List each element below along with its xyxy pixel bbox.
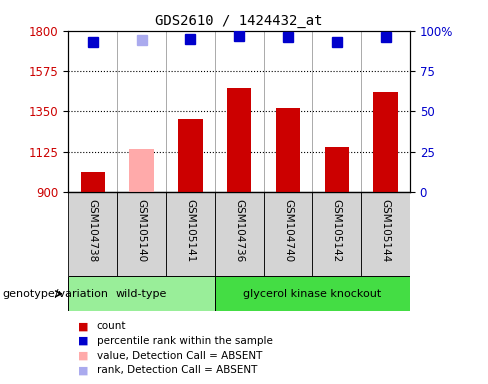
Text: ■: ■ [78, 321, 89, 331]
Text: GSM104736: GSM104736 [234, 199, 244, 262]
Text: glycerol kinase knockout: glycerol kinase knockout [243, 289, 382, 299]
Text: rank, Detection Call = ABSENT: rank, Detection Call = ABSENT [97, 365, 257, 375]
Bar [227, 88, 251, 192]
Text: percentile rank within the sample: percentile rank within the sample [97, 336, 272, 346]
Bar [361, 192, 410, 276]
Bar [215, 192, 264, 276]
Bar [325, 147, 349, 192]
Text: genotype/variation: genotype/variation [2, 289, 108, 299]
Text: count: count [97, 321, 126, 331]
Text: value, Detection Call = ABSENT: value, Detection Call = ABSENT [97, 351, 262, 361]
Text: GSM104740: GSM104740 [283, 199, 293, 262]
Bar [373, 92, 398, 192]
Text: wild-type: wild-type [116, 289, 167, 299]
Bar [312, 192, 361, 276]
Text: GSM105144: GSM105144 [381, 199, 390, 262]
Bar [178, 119, 203, 192]
Text: ■: ■ [78, 351, 89, 361]
Bar [264, 192, 312, 276]
Bar [117, 192, 166, 276]
Bar [68, 276, 215, 311]
Text: GSM105141: GSM105141 [185, 199, 195, 262]
Text: GSM104738: GSM104738 [88, 199, 98, 262]
Bar [215, 276, 410, 311]
Text: GSM105140: GSM105140 [137, 199, 146, 262]
Text: ■: ■ [78, 365, 89, 375]
Bar [129, 149, 154, 192]
Bar [81, 172, 105, 192]
Bar [276, 108, 300, 192]
Text: ■: ■ [78, 336, 89, 346]
Bar [166, 192, 215, 276]
Bar [68, 192, 117, 276]
Title: GDS2610 / 1424432_at: GDS2610 / 1424432_at [155, 14, 323, 28]
Text: GSM105142: GSM105142 [332, 199, 342, 262]
